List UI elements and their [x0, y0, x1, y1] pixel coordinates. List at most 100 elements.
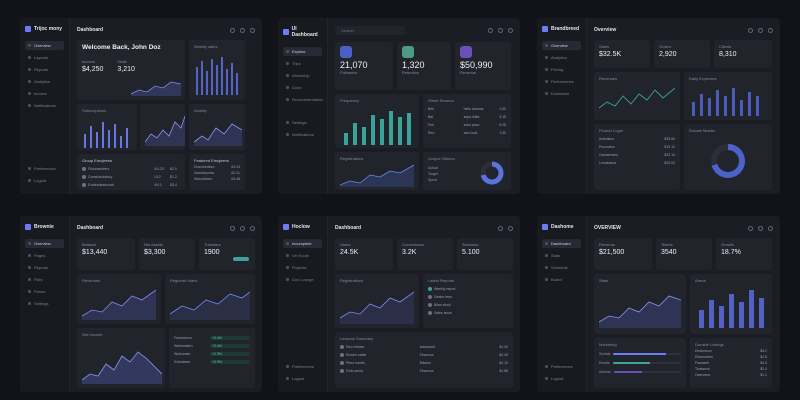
card-title: Fluxion Logor — [599, 128, 624, 133]
stat-label: Sales — [599, 44, 610, 49]
sidebar-item-logout[interactable]: Logout — [542, 374, 576, 383]
chart-icon — [545, 254, 548, 257]
info-icon[interactable] — [498, 225, 503, 231]
sidebar-item-dashboard[interactable]: Dashboard — [542, 239, 581, 248]
sidebar-item-invoice[interactable]: Invoice — [25, 89, 64, 98]
orders-card: Orders 2,920 — [654, 40, 710, 68]
revenues-card: Revenues — [77, 274, 161, 324]
clients-card: Clients 8,310 — [714, 40, 772, 68]
sidebar-item-incomplete[interactable]: Incomplete — [283, 239, 322, 248]
toggle-switch[interactable] — [233, 257, 249, 261]
logo-icon — [25, 26, 31, 32]
bell-icon[interactable] — [240, 27, 245, 33]
sidebar-item-notifications[interactable]: Notifications — [25, 101, 64, 110]
sidebar-item-board[interactable]: Board — [542, 275, 581, 284]
list-item[interactable]: Dealer fees — [428, 295, 508, 300]
visitors-card: Unique Visitors Actual Target Sprint — [423, 152, 511, 190]
table-row: Wolsonam +1.3% — [174, 352, 250, 356]
bell-icon[interactable] — [758, 27, 763, 33]
sidebar: Trijoc mony Overview Layouts Reports Ana… — [20, 18, 70, 194]
avatar[interactable] — [250, 27, 255, 33]
sidebar-item-download[interactable]: Download — [542, 89, 581, 98]
sidebar-item-preferences[interactable]: Preferences — [542, 362, 576, 371]
sidebar-item-overview[interactable]: Overview — [25, 41, 64, 50]
sidebar-item-logout[interactable]: Logout — [283, 374, 317, 383]
sidebar-item-overview[interactable]: Overview — [25, 239, 64, 248]
search-icon[interactable] — [748, 27, 753, 33]
brand: Brandbreed — [542, 26, 581, 32]
avatar[interactable] — [768, 225, 773, 231]
gear-icon — [28, 167, 31, 170]
sidebar-item-settings[interactable]: Settings — [283, 118, 322, 127]
sidebar-item-reports[interactable]: Reports — [25, 263, 64, 272]
grid-icon — [28, 56, 31, 59]
legend-item: Target — [428, 172, 438, 176]
stats-card: Stats — [594, 274, 686, 334]
card-title: Lessons Summary — [340, 336, 374, 341]
search-icon[interactable] — [230, 225, 235, 231]
wave-icon[interactable] — [488, 27, 493, 33]
sidebar-item-pricing[interactable]: Pricing — [542, 65, 581, 74]
table-row: Reo ado losis 1:30 — [428, 131, 506, 135]
search-icon[interactable] — [230, 27, 235, 33]
featured-table-card: Featured Emojeens Dosxmedium #3.23 Sawixe… — [189, 154, 245, 190]
table-row: Gamstresen $23.14 — [599, 153, 675, 157]
growth-card: Growth 18.7% — [716, 238, 772, 270]
avatar[interactable] — [768, 27, 773, 33]
sidebar-item-reports[interactable]: Reports — [25, 65, 64, 74]
sidebar-item-doc-lounge[interactable]: Doc Lounge — [283, 275, 322, 284]
card-title: Featured Emojeens — [194, 158, 229, 163]
avatar[interactable] — [508, 27, 513, 33]
sidebar-item-vin-ecole[interactable]: Vin Ecole — [283, 251, 322, 260]
sidebar-item-stats[interactable]: Stats — [542, 251, 581, 260]
sidebar-item-preferences[interactable]: Preferences — [25, 164, 59, 173]
sidebar-item-projects[interactable]: Projects — [283, 263, 322, 272]
retention-card: 1,320 Retention — [397, 42, 451, 90]
progress-bar — [612, 362, 651, 364]
sidebar-item-schedule[interactable]: Schedule — [542, 263, 581, 272]
avatar[interactable] — [250, 225, 255, 231]
stat-label: Visits — [117, 59, 127, 64]
list-item[interactable]: Sales issue — [428, 311, 508, 316]
sidebar-item-overview[interactable]: Overview — [542, 41, 581, 50]
net-income-card: Net Income — [77, 328, 165, 388]
bell-icon[interactable] — [498, 27, 503, 33]
avatar[interactable] — [508, 225, 513, 231]
doc-icon — [286, 278, 289, 281]
subscriptions-card: Subscriptions — [77, 104, 137, 150]
bell-icon[interactable] — [240, 225, 245, 231]
stat-value: 5.100 — [462, 249, 480, 256]
table-row: Filuumanders 4/4.23 $2.0 — [82, 167, 180, 172]
sidebar-item-internship[interactable]: Internship — [283, 71, 322, 80]
avatar — [340, 353, 344, 358]
table-row: Comebackstory 14:2 $1.2 — [82, 175, 180, 180]
search-icon[interactable] — [748, 225, 753, 231]
sidebar-item-done[interactable]: Done — [283, 83, 322, 92]
sidebar-item-preferences[interactable]: Preferences — [283, 362, 317, 371]
table-row: Pucouleur $19.12 — [599, 145, 675, 149]
status-badge: +2.4% — [210, 344, 250, 348]
list-item[interactable]: Weekly report — [428, 287, 508, 292]
sidebar-item-explore[interactable]: Explore — [283, 47, 322, 56]
list-item[interactable]: Bilan stock — [428, 303, 508, 308]
form-icon — [28, 290, 31, 293]
sidebar-item-recommendation[interactable]: Recommendation — [283, 95, 323, 104]
table-row: Dosxmedium #3.23 — [194, 165, 240, 169]
bell-icon[interactable] — [758, 225, 763, 231]
sidebar-item-logout[interactable]: Logout — [25, 176, 59, 185]
sidebar-item-forms[interactable]: Forms — [25, 287, 64, 296]
board-icon — [545, 278, 548, 281]
balance-card: Balance $13,440 — [77, 238, 135, 270]
sidebar-item-settings[interactable]: Settings — [25, 299, 64, 308]
sidebar-item-files[interactable]: Files — [25, 275, 64, 284]
sidebar-item-layouts[interactable]: Layouts — [25, 53, 64, 62]
sidebar-item-analytics[interactable]: Analytics — [542, 53, 581, 62]
sidebar-item-notifications[interactable]: Notifications — [283, 130, 322, 139]
sidebar-item-trips[interactable]: Trips — [283, 59, 322, 68]
sidebar-item-performance[interactable]: Performance — [542, 77, 581, 86]
sidebar-item-pages[interactable]: Pages — [25, 251, 64, 260]
sidebar-item-analytics[interactable]: Analytics — [25, 77, 64, 86]
table-row: Exaleadesecond 4/4.1 $3.4 — [82, 183, 180, 188]
stat-label: Balance — [82, 242, 97, 247]
search-input[interactable]: Search — [335, 25, 405, 35]
